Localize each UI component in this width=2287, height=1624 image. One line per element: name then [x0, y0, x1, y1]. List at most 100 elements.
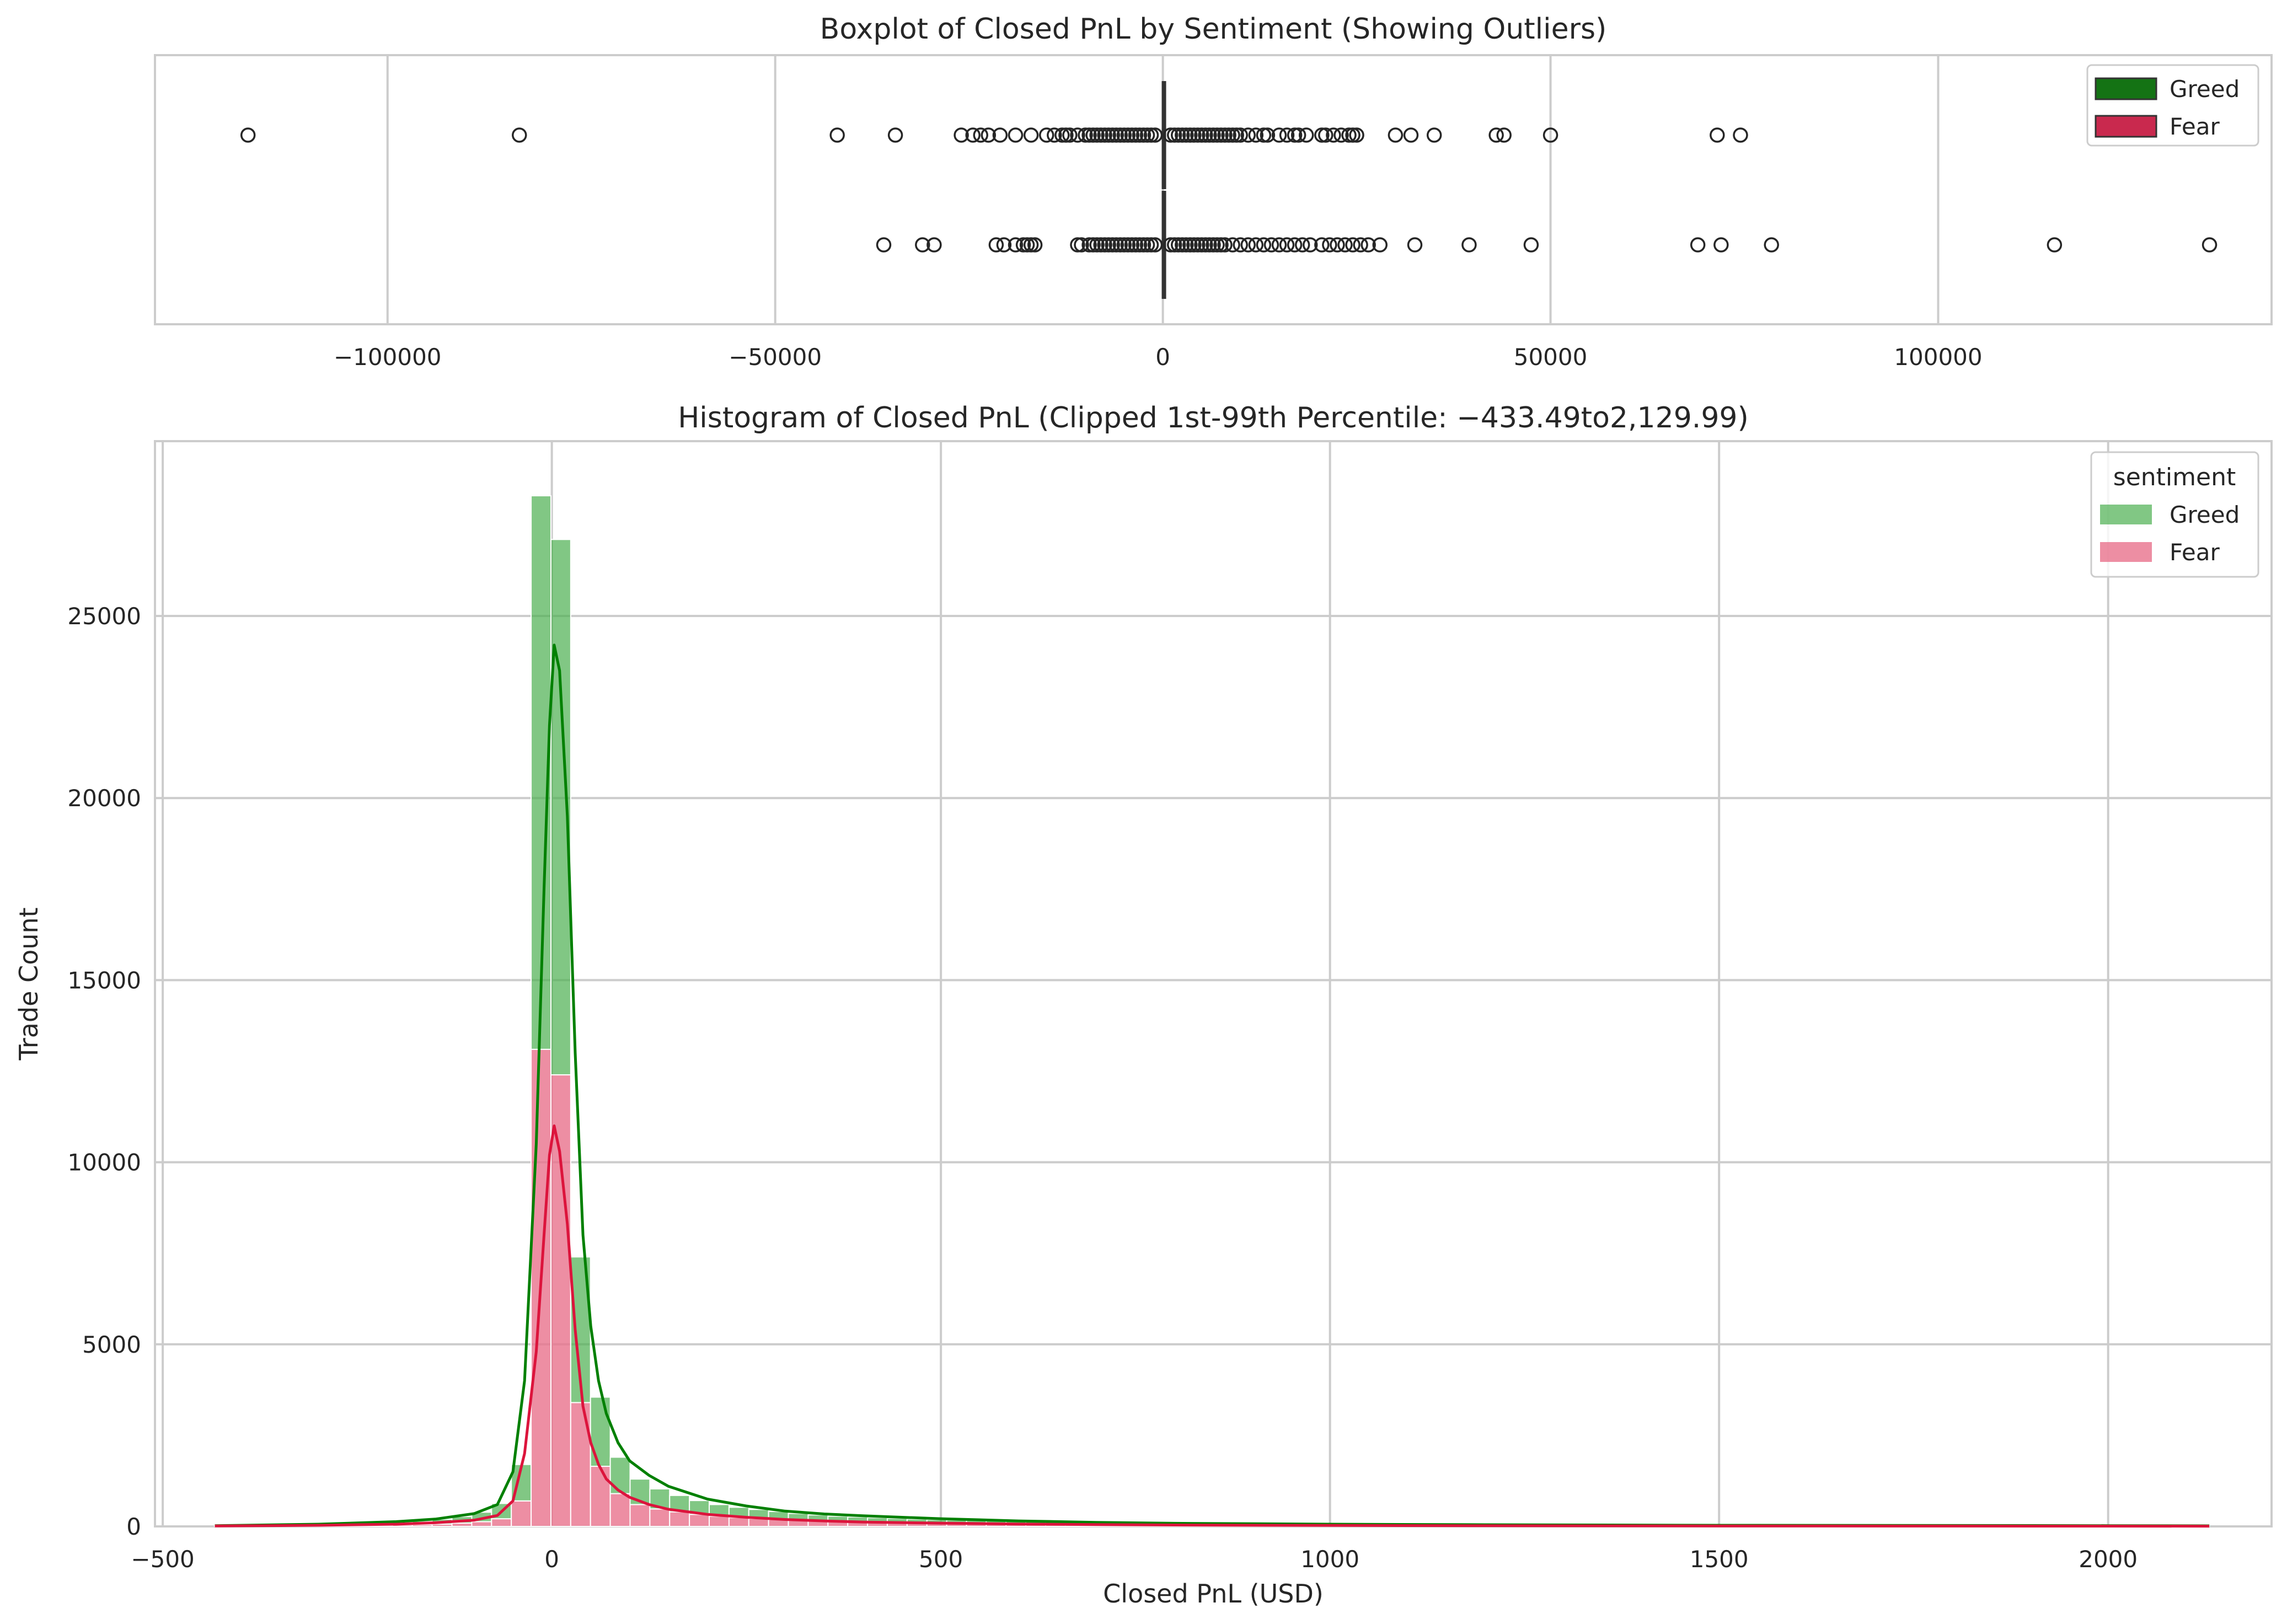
boxplot-outlier-point	[1163, 237, 1179, 253]
histogram-y-tick-labels: 0 5000 10000 15000 20000 25000	[67, 603, 141, 1540]
boxplot-outlier-point	[1710, 127, 1725, 143]
boxplot-outlier-point	[1349, 127, 1364, 143]
boxplot-outlier-point	[1209, 127, 1225, 143]
boxplot-outlier-point	[1089, 127, 1105, 143]
boxplot-outlier-point	[1496, 127, 1512, 143]
boxplot-outlier-point	[1101, 237, 1116, 253]
boxplot-outlier-point	[1085, 127, 1101, 143]
boxplot-outlier-point	[1403, 127, 1419, 143]
boxplot-outlier-point	[973, 127, 988, 143]
boxplot-outlier-point	[1279, 127, 1295, 143]
boxplot-outlier-point	[1333, 127, 1349, 143]
boxplot-outlier-point	[1170, 237, 1186, 253]
boxplot-outlier-point	[887, 127, 903, 143]
boxplot-outlier-point	[1217, 237, 1233, 253]
boxplot-outlier-point	[1147, 237, 1163, 253]
boxplot-outlier-point	[1093, 237, 1108, 253]
boxplot-outlier-point	[954, 127, 969, 143]
boxplot-outlier-point	[1136, 237, 1151, 253]
histogram-bar-fear	[669, 1511, 690, 1527]
boxplot-outlier-point	[1186, 127, 1202, 143]
boxplot-outlier-point	[981, 127, 997, 143]
boxplot-outlier-point	[1240, 237, 1256, 253]
boxplot-outlier-point	[1089, 237, 1105, 253]
boxplot-outlier-point	[1523, 237, 1539, 253]
boxplot-outlier-point	[1128, 237, 1144, 253]
histogram-y-tick-label: 20000	[67, 785, 141, 812]
boxplot-outlier-point	[1248, 237, 1264, 253]
boxplot-outlier-point	[1097, 237, 1112, 253]
legend-label-fear: Fear	[2170, 113, 2220, 140]
boxplot-outlier-point	[1213, 237, 1229, 253]
histogram-bar-fear	[629, 1504, 651, 1527]
boxplot-outlier-point	[1175, 127, 1190, 143]
boxplot-outlier-point	[1070, 127, 1085, 143]
boxplot-outliers	[240, 127, 2218, 253]
boxplot-outlier-point	[1225, 237, 1240, 253]
boxplot-outlier-point	[240, 127, 256, 143]
boxplot-outlier-point	[1337, 237, 1353, 253]
boxplot-outlier-point	[1136, 127, 1151, 143]
boxplot-outlier-point	[1233, 237, 1248, 253]
boxplot-outlier-point	[1298, 127, 1314, 143]
histogram-x-tick-label: 1500	[1690, 1546, 1749, 1573]
histogram-bar-fear	[649, 1508, 671, 1527]
boxplot-outlier-point	[1182, 237, 1198, 253]
boxplot-outlier-point	[1229, 127, 1244, 143]
boxplot-outlier-point	[1271, 237, 1287, 253]
histogram-bar-fear	[709, 1515, 730, 1527]
boxplot-x-tick-label: −50000	[729, 344, 822, 371]
histogram-y-tick-label: 10000	[67, 1149, 141, 1176]
boxplot-panel: −100000 −50000 0 50000 100000 Boxplot of Clo…	[154, 13, 2273, 371]
histogram-bar-fear	[609, 1493, 631, 1527]
histogram-bar-fear	[491, 1518, 512, 1527]
boxplot-outlier-point	[1132, 127, 1148, 143]
boxplot-outlier-point	[1074, 237, 1089, 253]
boxplot-outlier-point	[1038, 127, 1054, 143]
boxplot-outlier-point	[1713, 237, 1729, 253]
boxplot-outlier-point	[1116, 127, 1132, 143]
boxplot-title: Boxplot of Closed PnL by Sentiment (Show…	[820, 13, 1607, 46]
boxplot-outlier-point	[1225, 127, 1240, 143]
boxplot-outlier-point	[1097, 127, 1112, 143]
hist-legend-swatch-greed	[2100, 505, 2152, 524]
boxplot-outlier-point	[1186, 237, 1202, 253]
boxplot-outlier-point	[1058, 127, 1074, 143]
boxplot-outlier-point	[1194, 127, 1209, 143]
boxplot-outlier-point	[1070, 237, 1085, 253]
boxplot-outlier-point	[1256, 237, 1272, 253]
boxplot-outlier-point	[1124, 127, 1140, 143]
boxplot-outlier-point	[1260, 127, 1276, 143]
histogram-plot-area	[154, 440, 2273, 1527]
boxplot-outlier-point	[1426, 127, 1442, 143]
boxplot-outlier-point	[996, 237, 1012, 253]
boxplot-outlier-point	[1023, 127, 1039, 143]
boxplot-x-tick-label: 0	[1155, 344, 1170, 371]
legend-label-greed: Greed	[2170, 76, 2240, 103]
boxplot-outlier-point	[1008, 127, 1024, 143]
boxplot-outlier-point	[1190, 237, 1206, 253]
boxplot-outlier-point	[1081, 237, 1097, 253]
boxplot-outlier-point	[1233, 127, 1248, 143]
histogram-x-tick-label: 500	[919, 1546, 963, 1573]
boxplot-plot-area	[154, 54, 2273, 325]
boxplot-outlier-point	[1101, 127, 1116, 143]
histogram-bar-fear	[689, 1514, 710, 1527]
boxplot-outlier-point	[1062, 127, 1078, 143]
boxplot-outlier-point	[1120, 127, 1136, 143]
boxplot-outlier-point	[1488, 127, 1504, 143]
boxplot-outlier-point	[1213, 127, 1229, 143]
boxplot-outlier-point	[1318, 127, 1333, 143]
boxplot-outlier-point	[1290, 127, 1306, 143]
boxplot-outlier-point	[1078, 127, 1093, 143]
boxplot-outlier-point	[1015, 237, 1031, 253]
boxplot-outlier-point	[1116, 237, 1132, 253]
boxplot-outlier-point	[1733, 127, 1748, 143]
boxplot-outlier-point	[1217, 127, 1233, 143]
boxplot-outlier-point	[1322, 237, 1337, 253]
boxplot-outlier-point	[1345, 127, 1361, 143]
boxplot-outlier-point	[1143, 127, 1159, 143]
boxplot-outlier-point	[1008, 237, 1024, 253]
legend-swatch-greed	[2095, 77, 2157, 100]
